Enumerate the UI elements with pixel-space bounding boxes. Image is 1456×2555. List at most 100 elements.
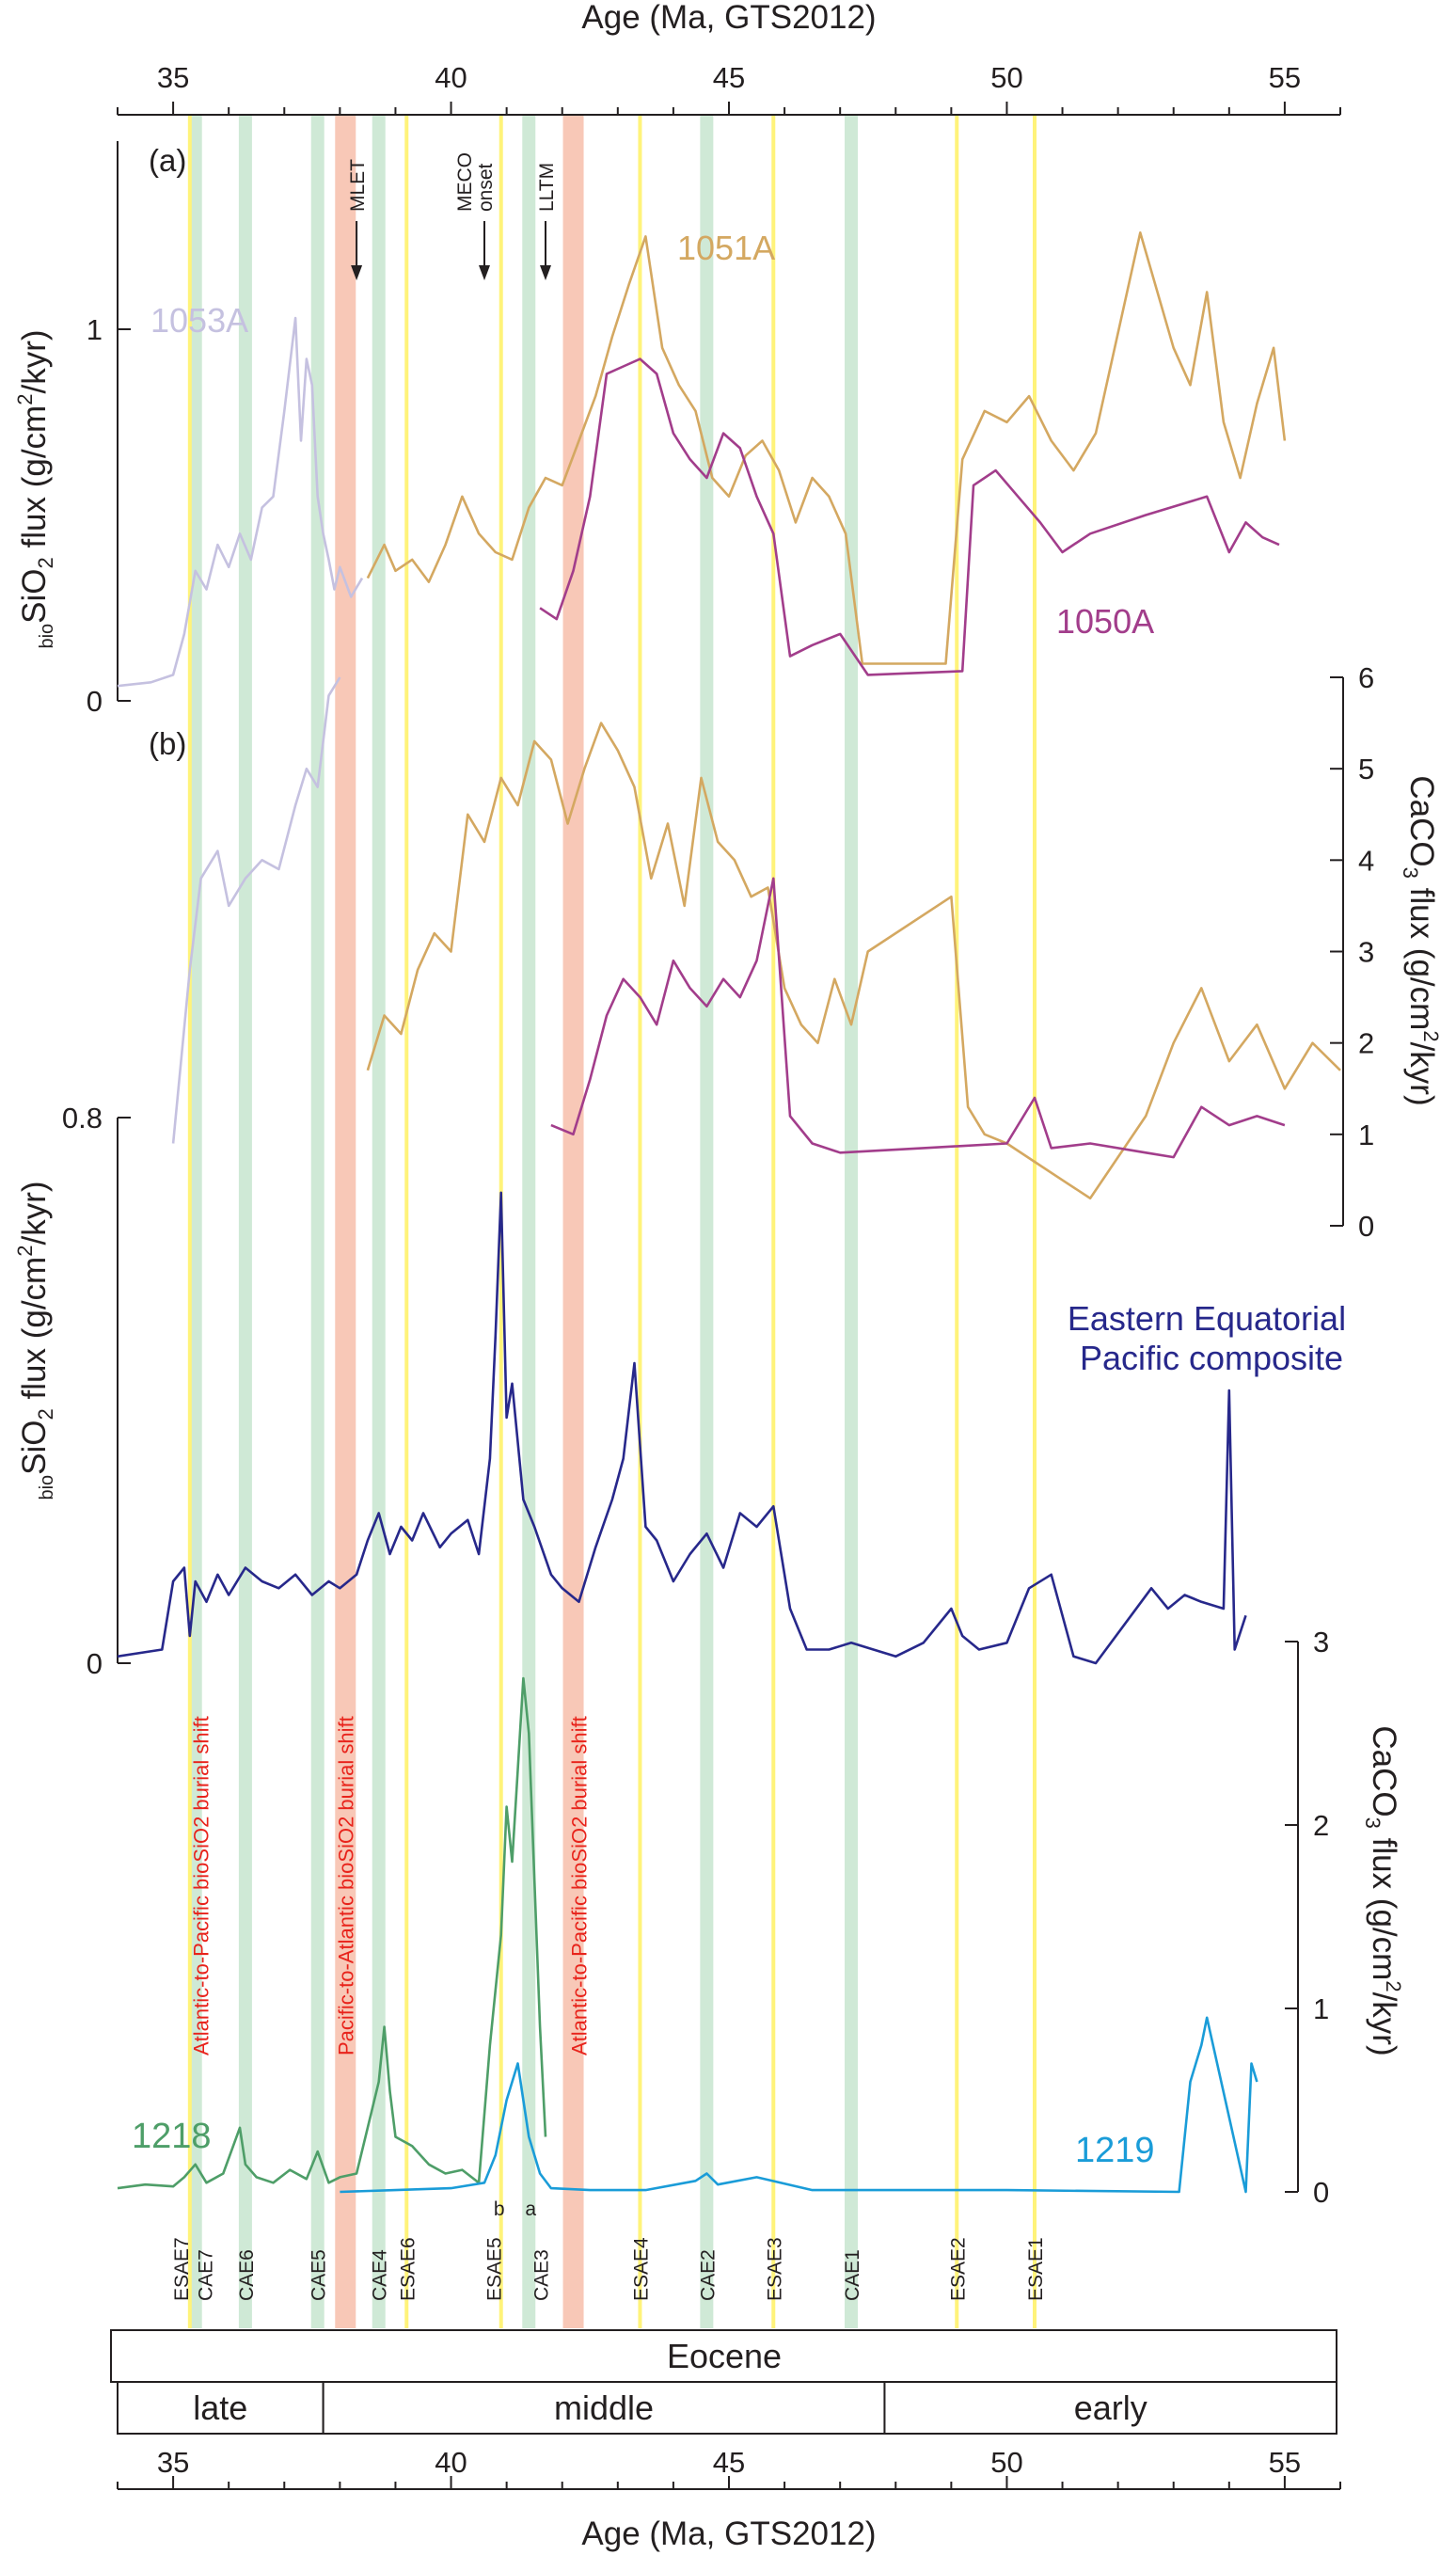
event-label-cae1: CAE1 [842,2249,863,2301]
event-label-esae7: ESAE7 [171,2237,193,2301]
series-label-eep: Eastern Equatorial Pacific composite [1068,1299,1355,1377]
epoch-eocene-label: Eocene [667,2337,782,2375]
band-mlet [335,115,356,2328]
series-layer [117,231,1341,2194]
burial-shift-labels: Atlantic-to-Pacific bioSiO2 burial shift… [190,1716,592,2055]
y-tick-label: 3 [1358,936,1374,969]
age-tick-label: 55 [1269,2446,1301,2479]
ylabel-panel-a: bioSiO2 flux (g/cm2/kyr) [13,329,57,648]
y-tick-label: 0.8 [62,1102,103,1135]
epoch-middle-label: middle [554,2388,654,2427]
event-label-esae4: ESAE4 [630,2237,652,2301]
y-tick-label: 5 [1358,753,1374,786]
event-arrows: MLET MECO onset LLTM [347,152,558,280]
top-axis-label: Age (Ma, GTS2012) [581,0,876,36]
series-b-1050a [550,877,1286,1159]
event-name-labels: ESAE7 ESAE6 ESAE5 ESAE4 ESAE3 ESAE2 ESAE1 CAE7 C… [171,2198,1047,2301]
band-cae3 [522,115,536,2328]
arrow-label: MLET [347,159,369,212]
epoch-eocene-box [110,2329,1337,2383]
series-d-1218 [117,1676,547,2190]
epoch-late-label: late [193,2388,247,2427]
epoch-early-box [883,2381,1337,2435]
event-label-cae4: CAE4 [370,2249,391,2301]
event-label-esae3: ESAE3 [764,2237,785,2301]
series-label-1050A: 1050A [1056,602,1154,641]
epoch-late-box [117,2381,324,2435]
epoch-middle-box [322,2381,886,2435]
age-tick-label: 45 [713,61,745,94]
y-tick-label: 0 [87,1647,103,1680]
band-lltm [562,115,584,2328]
event-label-b: b [494,2198,505,2220]
series-a-1053a [117,316,364,688]
band-cae6 [238,115,252,2328]
ylabel-panel-c: bioSiO2 flux (g/cm2/kyr) [13,1181,57,1500]
age-tick-label: 35 [157,2446,189,2479]
band-esae1 [1033,115,1037,2328]
age-tick-label: 45 [713,2446,745,2479]
arrow-label: onset [475,163,497,212]
band-cae4 [372,115,386,2328]
series-a-1050a [539,357,1280,676]
event-label-cae3: CAE3 [530,2249,552,2301]
y-tick-label: 0 [87,685,103,718]
epoch-early-label: early [1074,2388,1147,2427]
age-tick-label: 55 [1269,61,1301,94]
event-label-esae5: ESAE5 [484,2237,506,2301]
band-esae6 [404,115,409,2328]
top-age-axis: 35 40 45 50 55 Age (Ma, GTS2012) [117,0,1341,116]
band-esae2 [955,115,959,2328]
event-label-esae6: ESAE6 [397,2237,419,2301]
band-esae7 [187,115,192,2328]
band-cae5 [310,115,324,2328]
bottom-age-axis: 35 40 45 50 55 Age (Ma, GTS2012) [117,2446,1341,2552]
burial-shift-label: Pacific-to-Atlantic bioSiO2 burial shift [334,1716,357,2055]
bottom-axis-label: Age (Ma, GTS2012) [581,2515,876,2552]
age-tick-label: 40 [435,61,467,94]
y-axes: 0 1 0 1 2 3 4 5 6 0 0.8 0 1 2 3 [62,141,1374,2209]
event-label-cae2: CAE2 [697,2249,719,2301]
event-label-cae7: CAE7 [196,2249,217,2301]
series-a-1051a [366,231,1287,665]
band-cae2 [700,115,714,2328]
y-tick-label: 2 [1358,1027,1374,1060]
band-cae1 [845,115,858,2328]
y-tick-label: 0 [1313,2176,1329,2209]
burial-shift-label: Atlantic-to-Pacific bioSiO2 burial shift [190,1716,214,2055]
y-tick-label: 1 [1358,1119,1374,1151]
event-label-esae1: ESAE1 [1025,2237,1047,2301]
event-label-esae2: ESAE2 [947,2237,969,2301]
series-b-1051a [366,722,1341,1200]
age-tick-label: 35 [157,61,189,94]
series-c-eastern-equatorial-pacific-composite [117,1191,1247,1665]
epoch-bar: Eocene late middle early [110,2329,1337,2435]
y-tick-label: 1 [1313,1992,1329,2025]
arrow-label: LLTM [536,163,558,212]
series-label-1053A: 1053A [150,301,248,340]
panel-a-label: (a) [149,143,186,178]
series-label-1218: 1218 [132,2117,212,2156]
burial-shift-label: Atlantic-to-Pacific bioSiO2 burial shift [567,1716,591,2055]
series-b-1053a [171,676,341,1144]
series-label-1219: 1219 [1075,2131,1155,2170]
age-tick-label: 50 [990,2446,1022,2479]
event-label-a: a [525,2198,536,2220]
series-d-1219 [340,2016,1258,2194]
ylabel-panel-b: CaCO3 flux (g/cm2/kyr) [1399,775,1443,1105]
y-tick-label: 0 [1358,1210,1374,1243]
band-esae3 [771,115,776,2328]
event-bands [187,115,1037,2328]
arrow-label: MECO [454,152,476,212]
event-label-cae6: CAE6 [236,2249,258,2301]
y-tick-label: 4 [1358,844,1374,877]
y-tick-label: 2 [1313,1809,1329,1842]
ylabel-panel-d: CaCO3 flux (g/cm2/kyr) [1361,1725,1405,2055]
panel-b-label: (b) [149,726,186,761]
arrow-lltm: LLTM [536,163,558,280]
arrow-meco-onset: MECO onset [454,152,497,280]
age-tick-label: 40 [435,2446,467,2479]
event-label-cae5: CAE5 [309,2249,330,2301]
series-label-1051A: 1051A [677,229,775,267]
